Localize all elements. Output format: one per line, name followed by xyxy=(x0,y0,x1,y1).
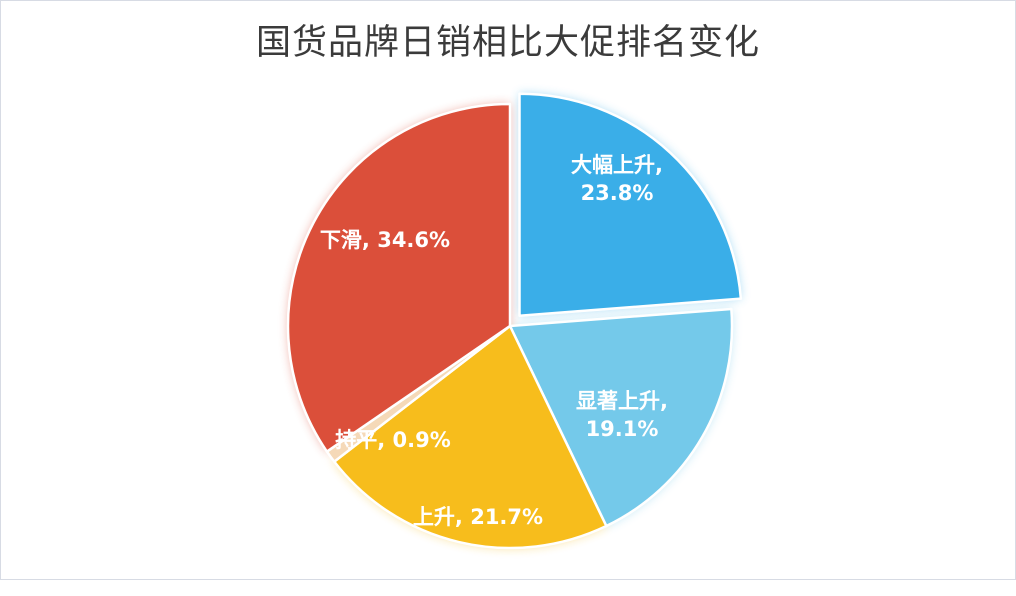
pie-slice-layer xyxy=(286,92,743,550)
pie-slice xyxy=(508,307,734,528)
pie-slice-label: 大幅上升, 23.8% xyxy=(571,153,663,205)
pie-label-layer: 大幅上升, 23.8% 显著上升, 19.1% 上升, 21.7% 持平, 0.9% 下滑,… xyxy=(320,153,668,529)
pie-slice xyxy=(286,102,512,453)
pie-slice-label: 显著上升, 19.1% xyxy=(576,389,668,441)
pie-slice-label-name: 显著上升, xyxy=(576,389,668,413)
chart-title: 国货品牌日销相比大促排名变化 xyxy=(255,23,760,63)
pie-slice-label: 上升, 21.7% xyxy=(413,505,543,529)
pie-slice-label-name: 大幅上升, xyxy=(571,153,663,177)
pie-slice-label-value: 19.1% xyxy=(586,417,659,441)
pie-slice-label: 持平, 0.9% xyxy=(335,428,451,452)
pie-slice-label: 下滑, 34.6% xyxy=(320,228,450,252)
pie-slice xyxy=(518,92,743,317)
pie-slice xyxy=(333,324,608,550)
pie-slice-label-value: 23.8% xyxy=(581,181,654,205)
